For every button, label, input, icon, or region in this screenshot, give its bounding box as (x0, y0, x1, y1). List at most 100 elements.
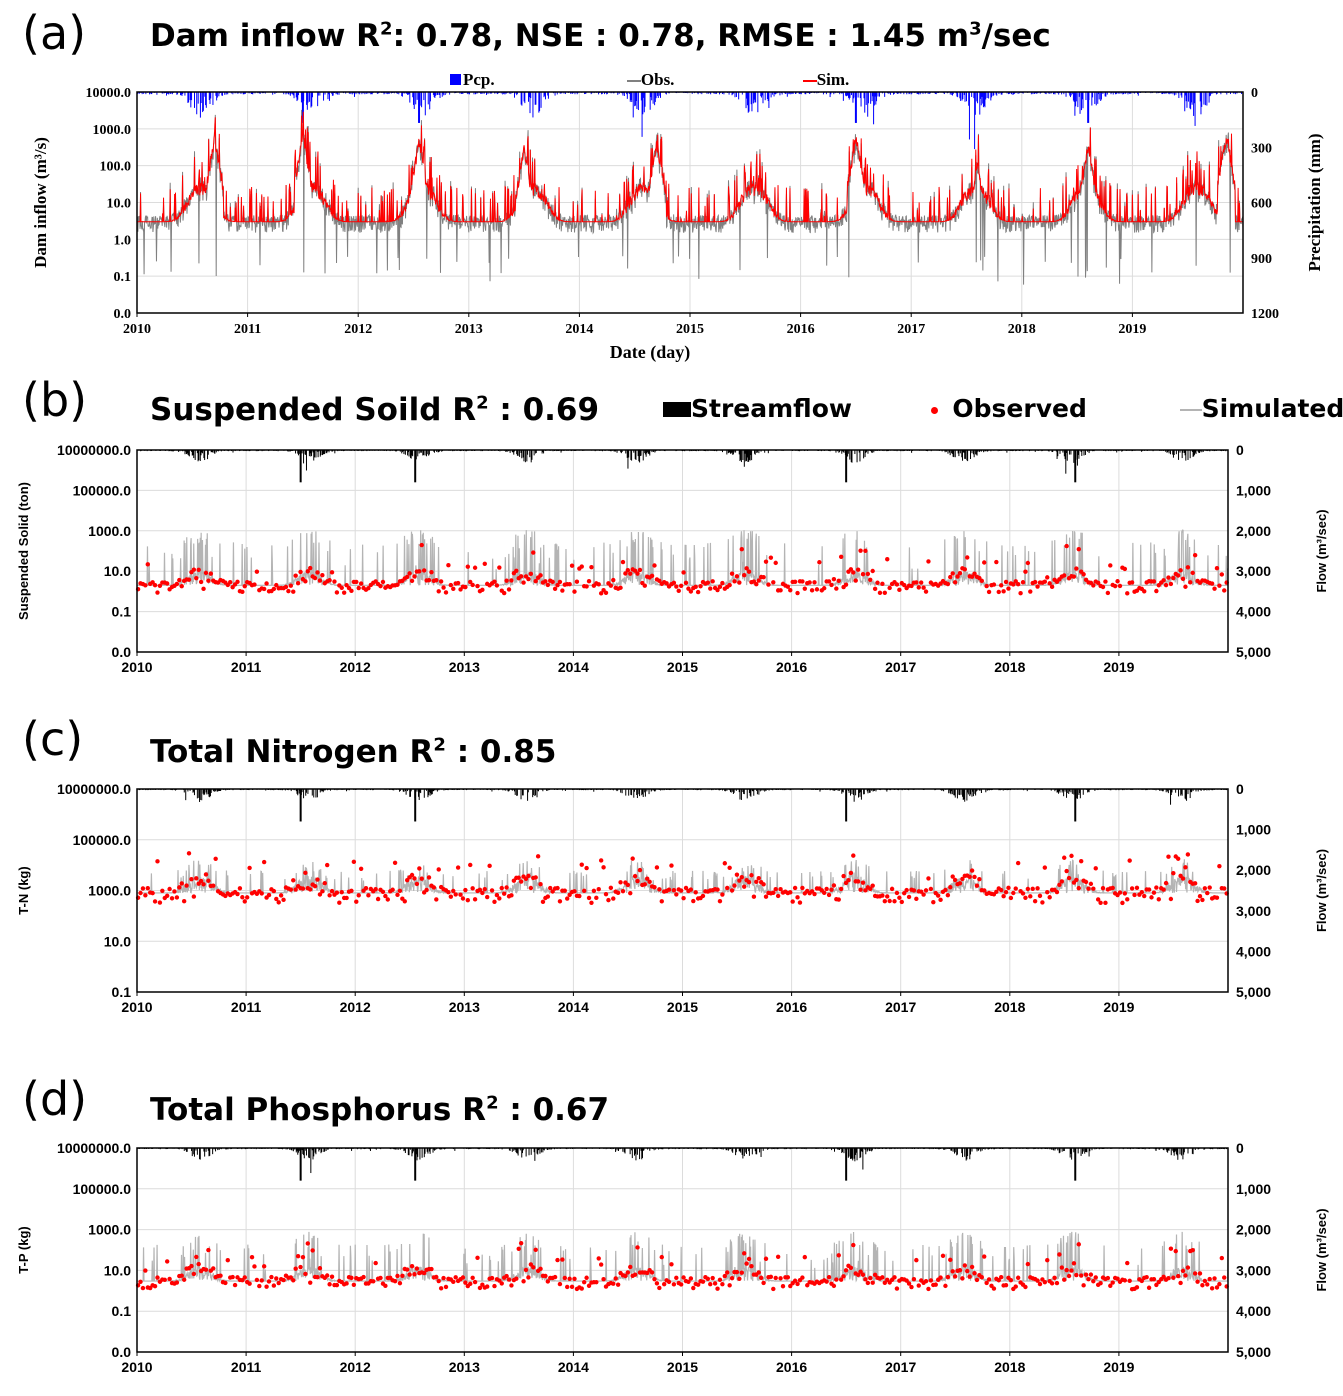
observed-point (739, 546, 744, 552)
x-tick-label: 2018 (994, 659, 1025, 675)
observed-point (1037, 1281, 1043, 1287)
panel-b-title-sup: 2 (476, 392, 489, 414)
observed-point (295, 580, 301, 586)
observed-point (569, 1284, 575, 1290)
observed-point (211, 883, 216, 888)
observed-point (269, 1274, 274, 1280)
observed-point (586, 895, 592, 901)
observed-point (322, 881, 327, 886)
observed-point (642, 583, 647, 588)
observed-point (1013, 579, 1018, 584)
y-tick-label: 100000.0 (73, 1181, 132, 1197)
observed-point (1054, 889, 1060, 895)
observed-point (191, 894, 197, 899)
observed-point (1122, 566, 1128, 572)
observed-point (1108, 1283, 1113, 1288)
observed-point (972, 1270, 977, 1276)
observed-point (1062, 573, 1067, 578)
observed-point (206, 578, 211, 583)
observed-point (902, 890, 907, 896)
observed-point (657, 1285, 662, 1291)
observed-point (885, 894, 890, 899)
observed-point (451, 1279, 456, 1285)
observed-point (882, 1280, 888, 1285)
observed-point (303, 579, 308, 584)
observed-point (717, 584, 723, 590)
observed-point (310, 1248, 315, 1253)
observed-point (538, 573, 543, 578)
observed-point (1088, 881, 1094, 887)
observed-point (652, 1276, 657, 1282)
observed-point (916, 1283, 921, 1288)
observed-point (996, 1278, 1001, 1283)
observed-point (531, 1265, 536, 1270)
observed-point (822, 890, 827, 896)
observed-point (460, 896, 466, 901)
observed-point (252, 582, 257, 587)
observed-point (218, 1273, 223, 1278)
observed-point (1197, 1271, 1203, 1276)
observed-point (1127, 1278, 1132, 1283)
observed-point (181, 1277, 187, 1282)
observed-point (501, 891, 507, 896)
observed-point (157, 583, 163, 588)
observed-point (480, 587, 485, 593)
observed-point (1062, 1277, 1067, 1282)
observed-point (945, 892, 951, 898)
observed-point (635, 571, 640, 576)
observed-point (240, 895, 245, 900)
observed-point (858, 548, 863, 553)
observed-point (1032, 579, 1038, 585)
observed-point (334, 1282, 340, 1288)
observed-point (1190, 570, 1195, 576)
observed-point (982, 888, 987, 893)
observed-point (356, 585, 361, 591)
observed-point (373, 1260, 378, 1266)
observed-point (531, 550, 536, 555)
observed-point (635, 1245, 640, 1250)
observed-point (771, 890, 776, 896)
observed-point (443, 1284, 449, 1290)
observed-point (1064, 868, 1069, 874)
observed-point (986, 1277, 992, 1282)
observed-point (836, 897, 841, 902)
observed-point (948, 885, 953, 890)
observed-point (1190, 1247, 1195, 1253)
observed-point (145, 562, 150, 567)
observed-point (654, 1281, 660, 1286)
observed-point (1069, 1268, 1074, 1273)
observed-point (705, 1276, 711, 1281)
observed-point (686, 586, 691, 591)
observed-point (1074, 1272, 1079, 1278)
observed-point (288, 887, 294, 892)
observed-point (436, 867, 441, 872)
observed-point (138, 890, 143, 896)
observed-point (259, 1278, 264, 1283)
observed-point (572, 1276, 577, 1282)
observed-point (809, 588, 815, 593)
observed-point (824, 886, 829, 892)
observed-point (424, 887, 429, 893)
observed-point (669, 1262, 674, 1267)
observed-point (150, 890, 155, 896)
observed-point (472, 565, 478, 570)
observed-point (409, 872, 415, 878)
observed-point (521, 1279, 526, 1284)
x-tick-label: 2017 (897, 322, 925, 337)
observed-point (184, 883, 189, 888)
observed-point (625, 882, 631, 888)
observed-point (807, 580, 812, 585)
observed-point (853, 578, 858, 583)
observed-point (240, 589, 245, 595)
observed-point (734, 1269, 740, 1275)
observed-point (1180, 576, 1186, 582)
observed-point (276, 1280, 281, 1286)
observed-point (897, 895, 902, 900)
observed-point (1185, 565, 1191, 570)
observed-point (579, 1286, 584, 1291)
observed-point (375, 896, 381, 902)
x-tick-label: 2011 (231, 659, 262, 675)
observed-point (317, 1266, 323, 1271)
observed-point (681, 1275, 686, 1280)
observed-point (996, 589, 1001, 595)
